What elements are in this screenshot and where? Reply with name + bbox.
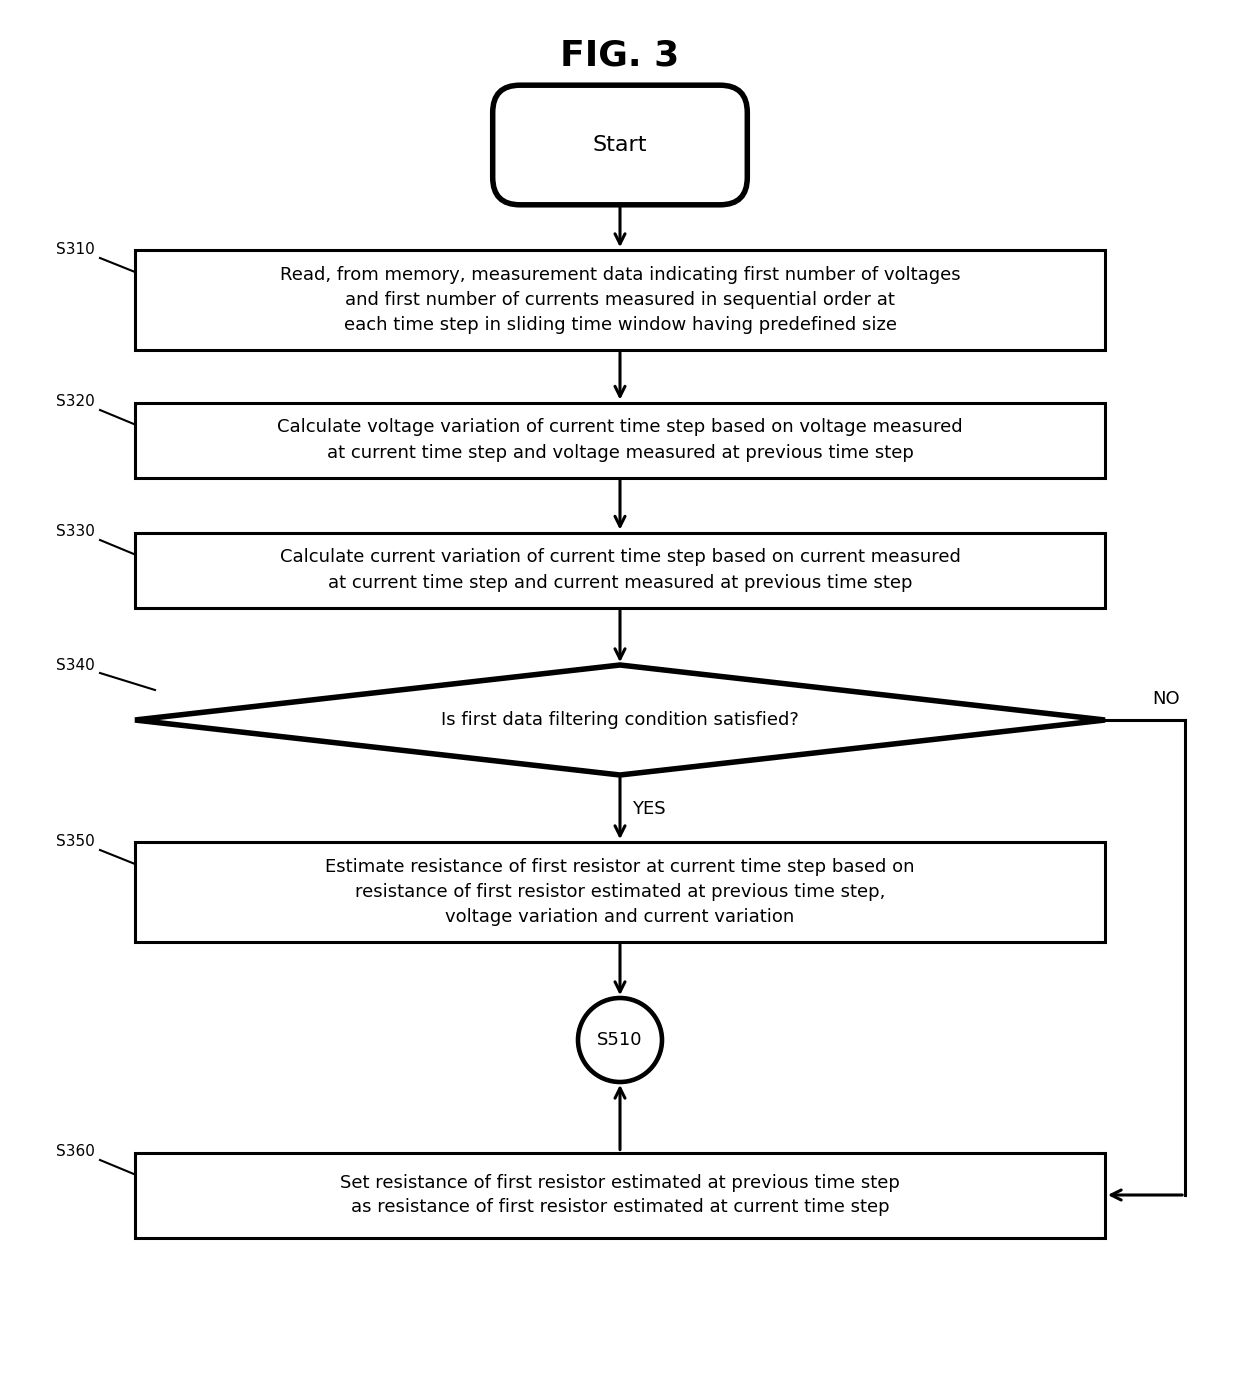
- Text: S340: S340: [56, 657, 95, 672]
- Text: FIG. 3: FIG. 3: [560, 39, 680, 72]
- Text: S310: S310: [56, 243, 95, 258]
- Bar: [135, 533, 1105, 607]
- Text: Read, from memory, measurement data indicating first number of voltages
and firs: Read, from memory, measurement data indi…: [280, 266, 960, 334]
- FancyBboxPatch shape: [492, 86, 748, 204]
- Bar: [135, 1152, 1105, 1238]
- Text: NO: NO: [1152, 690, 1180, 708]
- Text: S510: S510: [598, 1031, 642, 1049]
- Circle shape: [578, 998, 662, 1082]
- Bar: [135, 403, 1105, 477]
- Bar: [135, 250, 1105, 351]
- Text: S350: S350: [56, 835, 95, 850]
- Text: YES: YES: [632, 799, 666, 817]
- Text: Calculate voltage variation of current time step based on voltage measured
at cu: Calculate voltage variation of current t…: [278, 418, 962, 461]
- Text: Estimate resistance of first resistor at current time step based on
resistance o: Estimate resistance of first resistor at…: [325, 858, 915, 926]
- Text: S360: S360: [56, 1144, 95, 1159]
- Text: Set resistance of first resistor estimated at previous time step
as resistance o: Set resistance of first resistor estimat…: [340, 1173, 900, 1217]
- Text: S320: S320: [56, 395, 95, 410]
- Text: Start: Start: [593, 135, 647, 155]
- Polygon shape: [135, 665, 1105, 776]
- Text: Calculate current variation of current time step based on current measured
at cu: Calculate current variation of current t…: [279, 548, 961, 592]
- Text: Is first data filtering condition satisfied?: Is first data filtering condition satisf…: [441, 711, 799, 729]
- Text: S330: S330: [56, 524, 95, 540]
- Bar: [135, 842, 1105, 943]
